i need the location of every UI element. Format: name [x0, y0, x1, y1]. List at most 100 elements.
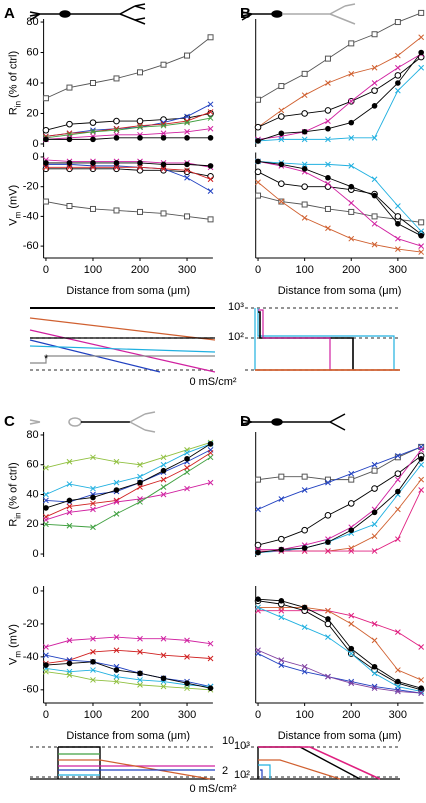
- y-tick-label: -20: [23, 181, 39, 193]
- y-tick-label: 0: [32, 585, 38, 597]
- point: [255, 549, 261, 556]
- point: [255, 647, 261, 654]
- point: [254, 123, 262, 131]
- point: [90, 500, 96, 507]
- point: [418, 644, 425, 650]
- point: [371, 509, 378, 516]
- point: [371, 485, 378, 492]
- y-tick-label: -20: [23, 618, 39, 630]
- point: [395, 506, 401, 513]
- point: [395, 87, 401, 94]
- point: [371, 241, 378, 248]
- point: [207, 640, 214, 647]
- point: [325, 634, 331, 640]
- point: [255, 506, 261, 513]
- point: [113, 678, 120, 685]
- point: [255, 179, 261, 186]
- series-line: [45, 449, 211, 503]
- series-line: [257, 53, 422, 140]
- point: [371, 685, 378, 692]
- x-tick-label: 200: [131, 709, 149, 721]
- series-line: [257, 12, 422, 101]
- series-line: [257, 598, 422, 689]
- profile-label: 10²: [234, 769, 250, 781]
- point: [324, 183, 332, 190]
- y-axis-label-part: V: [8, 218, 20, 226]
- point: [418, 476, 425, 483]
- point: [371, 521, 378, 528]
- series-line: [257, 181, 422, 253]
- point: [137, 499, 143, 505]
- point: [301, 604, 308, 611]
- point: [90, 506, 96, 513]
- point: [395, 476, 401, 483]
- x-tick-label: 300: [389, 264, 407, 276]
- series-line: [258, 67, 422, 142]
- point: [348, 548, 355, 554]
- profile-label: 0 mS/cm²: [189, 783, 236, 795]
- point: [137, 164, 143, 171]
- point: [43, 505, 49, 511]
- profile-label: 0 mS/cm²: [189, 376, 236, 388]
- series-line: [45, 117, 211, 139]
- y-axis-label-part: V: [8, 657, 20, 665]
- point: [418, 64, 425, 71]
- point: [254, 168, 262, 176]
- point: [113, 117, 120, 125]
- point: [418, 243, 425, 249]
- point: [371, 87, 378, 94]
- point: [325, 161, 331, 168]
- point: [301, 663, 308, 670]
- point: [207, 176, 214, 183]
- point: [324, 205, 331, 212]
- point: [42, 126, 50, 134]
- point: [90, 128, 96, 135]
- point: [184, 161, 190, 168]
- point: [371, 31, 378, 38]
- point: [325, 673, 331, 680]
- point: [395, 536, 401, 542]
- point: [184, 685, 190, 692]
- point: [325, 607, 331, 614]
- point: [160, 467, 167, 474]
- point: [395, 235, 401, 242]
- point: [301, 183, 308, 190]
- y-tick-label: 40: [26, 77, 38, 89]
- point: [184, 128, 190, 135]
- point: [278, 657, 285, 664]
- point: [278, 496, 285, 502]
- point: [394, 470, 402, 477]
- point: [42, 95, 49, 102]
- x-tick-label: 200: [342, 709, 360, 721]
- point: [160, 476, 167, 483]
- point: [160, 161, 167, 168]
- point: [371, 103, 378, 109]
- point: [348, 163, 355, 169]
- point: [394, 454, 401, 461]
- point: [207, 188, 214, 194]
- point: [113, 75, 120, 82]
- series-line: [45, 671, 211, 691]
- x-tick-label: 0: [255, 264, 261, 276]
- point: [113, 458, 120, 465]
- point: [90, 524, 96, 531]
- point: [255, 96, 262, 103]
- point: [301, 136, 308, 143]
- point: [137, 124, 143, 131]
- point: [395, 667, 401, 673]
- y-axis-label-part: m: [13, 651, 22, 658]
- y-axis-label-part: in: [13, 512, 22, 518]
- point: [418, 228, 425, 235]
- point: [371, 467, 378, 474]
- point: [255, 476, 262, 483]
- profile-label: 10: [222, 735, 234, 747]
- point: [301, 668, 308, 675]
- series-line: [45, 201, 211, 220]
- point: [207, 685, 214, 691]
- point: [418, 249, 425, 255]
- series-line: [258, 464, 422, 553]
- point: [395, 203, 401, 209]
- point: [207, 655, 214, 662]
- series-line: [257, 446, 422, 510]
- point: [66, 136, 73, 143]
